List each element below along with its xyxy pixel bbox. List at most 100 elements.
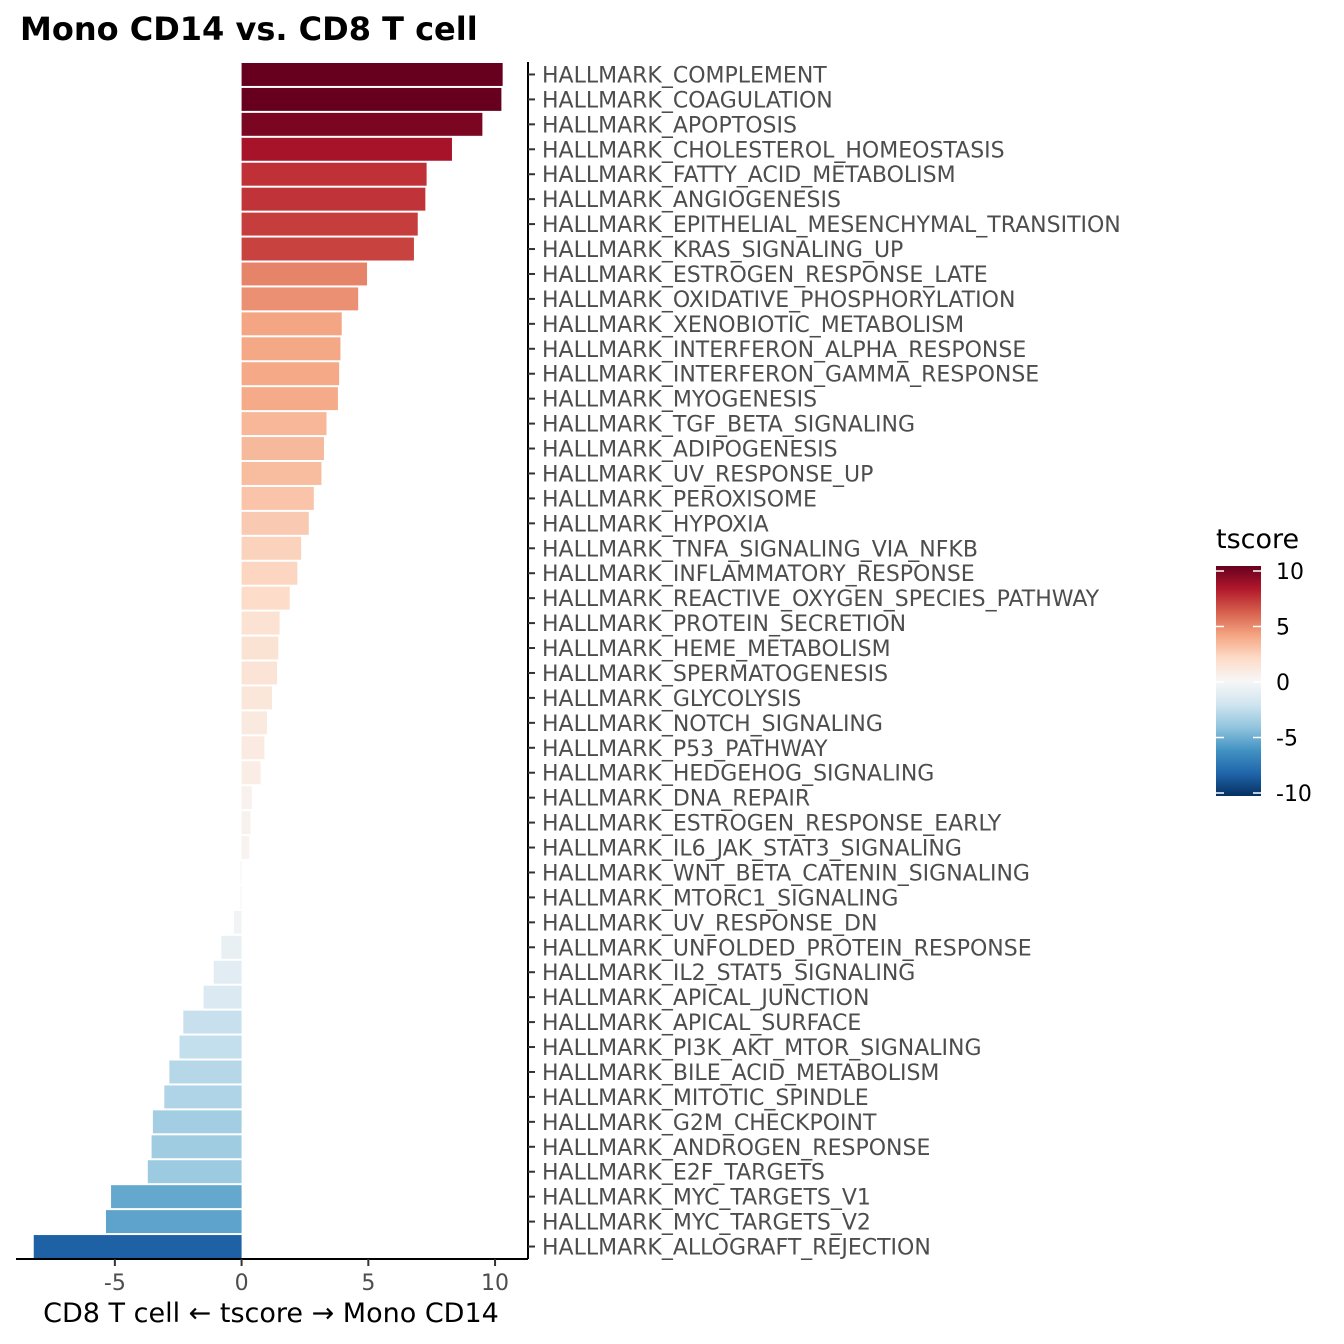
legend-colorbar bbox=[1216, 566, 1261, 796]
legend-title: tscore bbox=[1216, 524, 1299, 555]
y-tick-label: HALLMARK_TNFA_SIGNALING_VIA_NFKB bbox=[542, 537, 978, 562]
bar-hallmark-fatty-acid-metabolism bbox=[241, 162, 427, 186]
bars bbox=[33, 62, 503, 1259]
y-tick-label: HALLMARK_APOPTOSIS bbox=[542, 113, 797, 138]
y-tick-label: HALLMARK_XENOBIOTIC_METABOLISM bbox=[542, 313, 964, 338]
y-tick-label: HALLMARK_REACTIVE_OXYGEN_SPECIES_PATHWAY bbox=[542, 587, 1100, 612]
x-axis-ticks: -5 0 5 10 bbox=[104, 1259, 509, 1296]
y-tick-label: HALLMARK_ANDROGEN_RESPONSE bbox=[542, 1136, 930, 1161]
bar-hallmark-hedgehog-signaling bbox=[241, 761, 261, 785]
bar-hallmark-mitotic-spindle bbox=[164, 1085, 242, 1109]
y-tick-label: HALLMARK_MYC_TARGETS_V2 bbox=[542, 1211, 871, 1236]
bar-hallmark-apical-surface bbox=[183, 1010, 242, 1034]
y-tick-label: HALLMARK_CHOLESTEROL_HOMEOSTASIS bbox=[542, 138, 1005, 163]
y-tick-label: HALLMARK_FATTY_ACID_METABOLISM bbox=[542, 163, 956, 188]
bar-hallmark-bile-acid-metabolism bbox=[169, 1060, 242, 1084]
legend-tick-label: -5 bbox=[1276, 727, 1298, 752]
bar-hallmark-glycolysis bbox=[241, 686, 272, 710]
y-tick-label: HALLMARK_WNT_BETA_CATENIN_SIGNALING bbox=[542, 861, 1030, 886]
bar-hallmark-xenobiotic-metabolism bbox=[241, 312, 342, 336]
bar-hallmark-spermatogenesis bbox=[241, 661, 278, 685]
y-axis-ticks: HALLMARK_COMPLEMENTHALLMARK_COAGULATIONH… bbox=[528, 63, 1121, 1261]
bar-hallmark-apoptosis bbox=[241, 112, 483, 136]
bar-hallmark-adipogenesis bbox=[241, 437, 324, 461]
bar-hallmark-unfolded-protein-response bbox=[221, 935, 242, 959]
bar-hallmark-kras-signaling-up bbox=[241, 237, 414, 261]
chart-title: Mono CD14 vs. CD8 T cell bbox=[20, 10, 478, 48]
y-tick-label: HALLMARK_MTORC1_SIGNALING bbox=[542, 886, 898, 911]
bar-hallmark-wnt-beta-catenin-signaling bbox=[240, 860, 242, 884]
y-tick-label: HALLMARK_COAGULATION bbox=[542, 88, 833, 113]
bar-hallmark-complement bbox=[241, 62, 503, 86]
bar-hallmark-estrogen-response-late bbox=[241, 262, 368, 286]
y-tick-label: HALLMARK_UV_RESPONSE_UP bbox=[542, 462, 873, 487]
y-tick-label: HALLMARK_E2F_TARGETS bbox=[542, 1161, 825, 1186]
y-tick-label: HALLMARK_IL2_STAT5_SIGNALING bbox=[542, 961, 915, 986]
y-tick-label: HALLMARK_EPITHELIAL_MESENCHYMAL_TRANSITI… bbox=[542, 213, 1121, 238]
y-tick-label: HALLMARK_PROTEIN_SECRETION bbox=[542, 612, 906, 637]
x-tick-label: 0 bbox=[235, 1271, 249, 1296]
bar-hallmark-il6-jak-stat3-signaling bbox=[241, 836, 250, 860]
bar-hallmark-myogenesis bbox=[241, 387, 338, 411]
y-tick-label: HALLMARK_APICAL_SURFACE bbox=[542, 1011, 861, 1036]
y-tick-label: HALLMARK_IL6_JAK_STAT3_SIGNALING bbox=[542, 837, 962, 862]
bar-hallmark-estrogen-response-early bbox=[241, 811, 251, 835]
bar-hallmark-interferon-alpha-response bbox=[241, 337, 341, 361]
y-tick-label: HALLMARK_ALLOGRAFT_REJECTION bbox=[542, 1236, 931, 1261]
bar-hallmark-uv-response-dn bbox=[233, 910, 242, 934]
y-tick-label: HALLMARK_MYC_TARGETS_V1 bbox=[542, 1186, 871, 1211]
y-tick-label: HALLMARK_INTERFERON_ALPHA_RESPONSE bbox=[542, 338, 1026, 363]
bar-hallmark-interferon-gamma-response bbox=[241, 362, 340, 386]
bar-hallmark-allograft-rejection bbox=[33, 1235, 242, 1259]
y-tick-label: HALLMARK_PI3K_AKT_MTOR_SIGNALING bbox=[542, 1036, 982, 1061]
y-tick-label: HALLMARK_ESTROGEN_RESPONSE_LATE bbox=[542, 263, 988, 288]
x-tick-label: 5 bbox=[361, 1271, 375, 1296]
bar-hallmark-tgf-beta-signaling bbox=[241, 412, 327, 436]
y-tick-label: HALLMARK_UNFOLDED_PROTEIN_RESPONSE bbox=[542, 936, 1032, 961]
y-tick-label: HALLMARK_UV_RESPONSE_DN bbox=[542, 911, 877, 936]
bar-hallmark-apical-junction bbox=[203, 985, 242, 1009]
y-tick-label: HALLMARK_COMPLEMENT bbox=[542, 63, 827, 88]
y-tick-label: HALLMARK_ADIPOGENESIS bbox=[542, 438, 838, 463]
y-tick-label: HALLMARK_APICAL_JUNCTION bbox=[542, 986, 869, 1011]
bar-hallmark-p53-pathway bbox=[241, 736, 265, 760]
y-tick-label: HALLMARK_ANGIOGENESIS bbox=[542, 188, 841, 213]
y-tick-label: HALLMARK_INFLAMMATORY_RESPONSE bbox=[542, 562, 975, 587]
y-tick-label: HALLMARK_MITOTIC_SPINDLE bbox=[542, 1086, 869, 1111]
bar-hallmark-protein-secretion bbox=[241, 611, 280, 635]
legend-tick-label: 5 bbox=[1276, 616, 1290, 641]
y-tick-label: HALLMARK_BILE_ACID_METABOLISM bbox=[542, 1061, 939, 1086]
y-tick-label: HALLMARK_GLYCOLYSIS bbox=[542, 687, 801, 712]
bar-hallmark-angiogenesis bbox=[241, 187, 426, 211]
y-tick-label: HALLMARK_SPERMATOGENESIS bbox=[542, 662, 888, 687]
legend-tick-label: 10 bbox=[1276, 560, 1304, 585]
bar-hallmark-myc-targets-v2 bbox=[105, 1210, 242, 1234]
y-tick-label: HALLMARK_MYOGENESIS bbox=[542, 388, 817, 413]
bar-hallmark-mtorc1-signaling bbox=[240, 885, 242, 909]
y-tick-label: HALLMARK_OXIDATIVE_PHOSPHORYLATION bbox=[542, 288, 1015, 313]
bar-hallmark-cholesterol-homeostasis bbox=[241, 137, 452, 161]
y-tick-label: HALLMARK_KRAS_SIGNALING_UP bbox=[542, 238, 903, 263]
bar-hallmark-epithelial-mesenchymal-transition bbox=[241, 212, 418, 236]
y-tick-label: HALLMARK_P53_PATHWAY bbox=[542, 737, 828, 762]
bar-hallmark-g2m-checkpoint bbox=[152, 1110, 242, 1134]
bar-hallmark-uv-response-up bbox=[241, 461, 322, 485]
y-tick-label: HALLMARK_HEDGEHOG_SIGNALING bbox=[542, 762, 934, 787]
y-tick-label: HALLMARK_HYPOXIA bbox=[542, 512, 769, 537]
y-tick-label: HALLMARK_NOTCH_SIGNALING bbox=[542, 712, 883, 737]
x-tick-label: 10 bbox=[481, 1271, 509, 1296]
x-tick-label: -5 bbox=[104, 1271, 126, 1296]
bar-hallmark-il2-stat5-signaling bbox=[213, 960, 242, 984]
y-tick-label: HALLMARK_TGF_BETA_SIGNALING bbox=[542, 413, 915, 438]
bar-hallmark-reactive-oxygen-species-pathway bbox=[241, 586, 290, 610]
bar-hallmark-myc-targets-v1 bbox=[111, 1185, 242, 1209]
y-tick-label: HALLMARK_INTERFERON_GAMMA_RESPONSE bbox=[542, 363, 1039, 388]
legend-tick-label: 0 bbox=[1276, 671, 1290, 696]
x-axis-title: CD8 T cell ← tscore → Mono CD14 bbox=[43, 1298, 499, 1329]
y-tick-label: HALLMARK_HEME_METABOLISM bbox=[542, 637, 891, 662]
legend-tick-label: -10 bbox=[1276, 782, 1312, 807]
bar-hallmark-coagulation bbox=[241, 87, 502, 111]
bar-hallmark-heme-metabolism bbox=[241, 636, 279, 660]
bar-hallmark-dna-repair bbox=[241, 786, 252, 810]
